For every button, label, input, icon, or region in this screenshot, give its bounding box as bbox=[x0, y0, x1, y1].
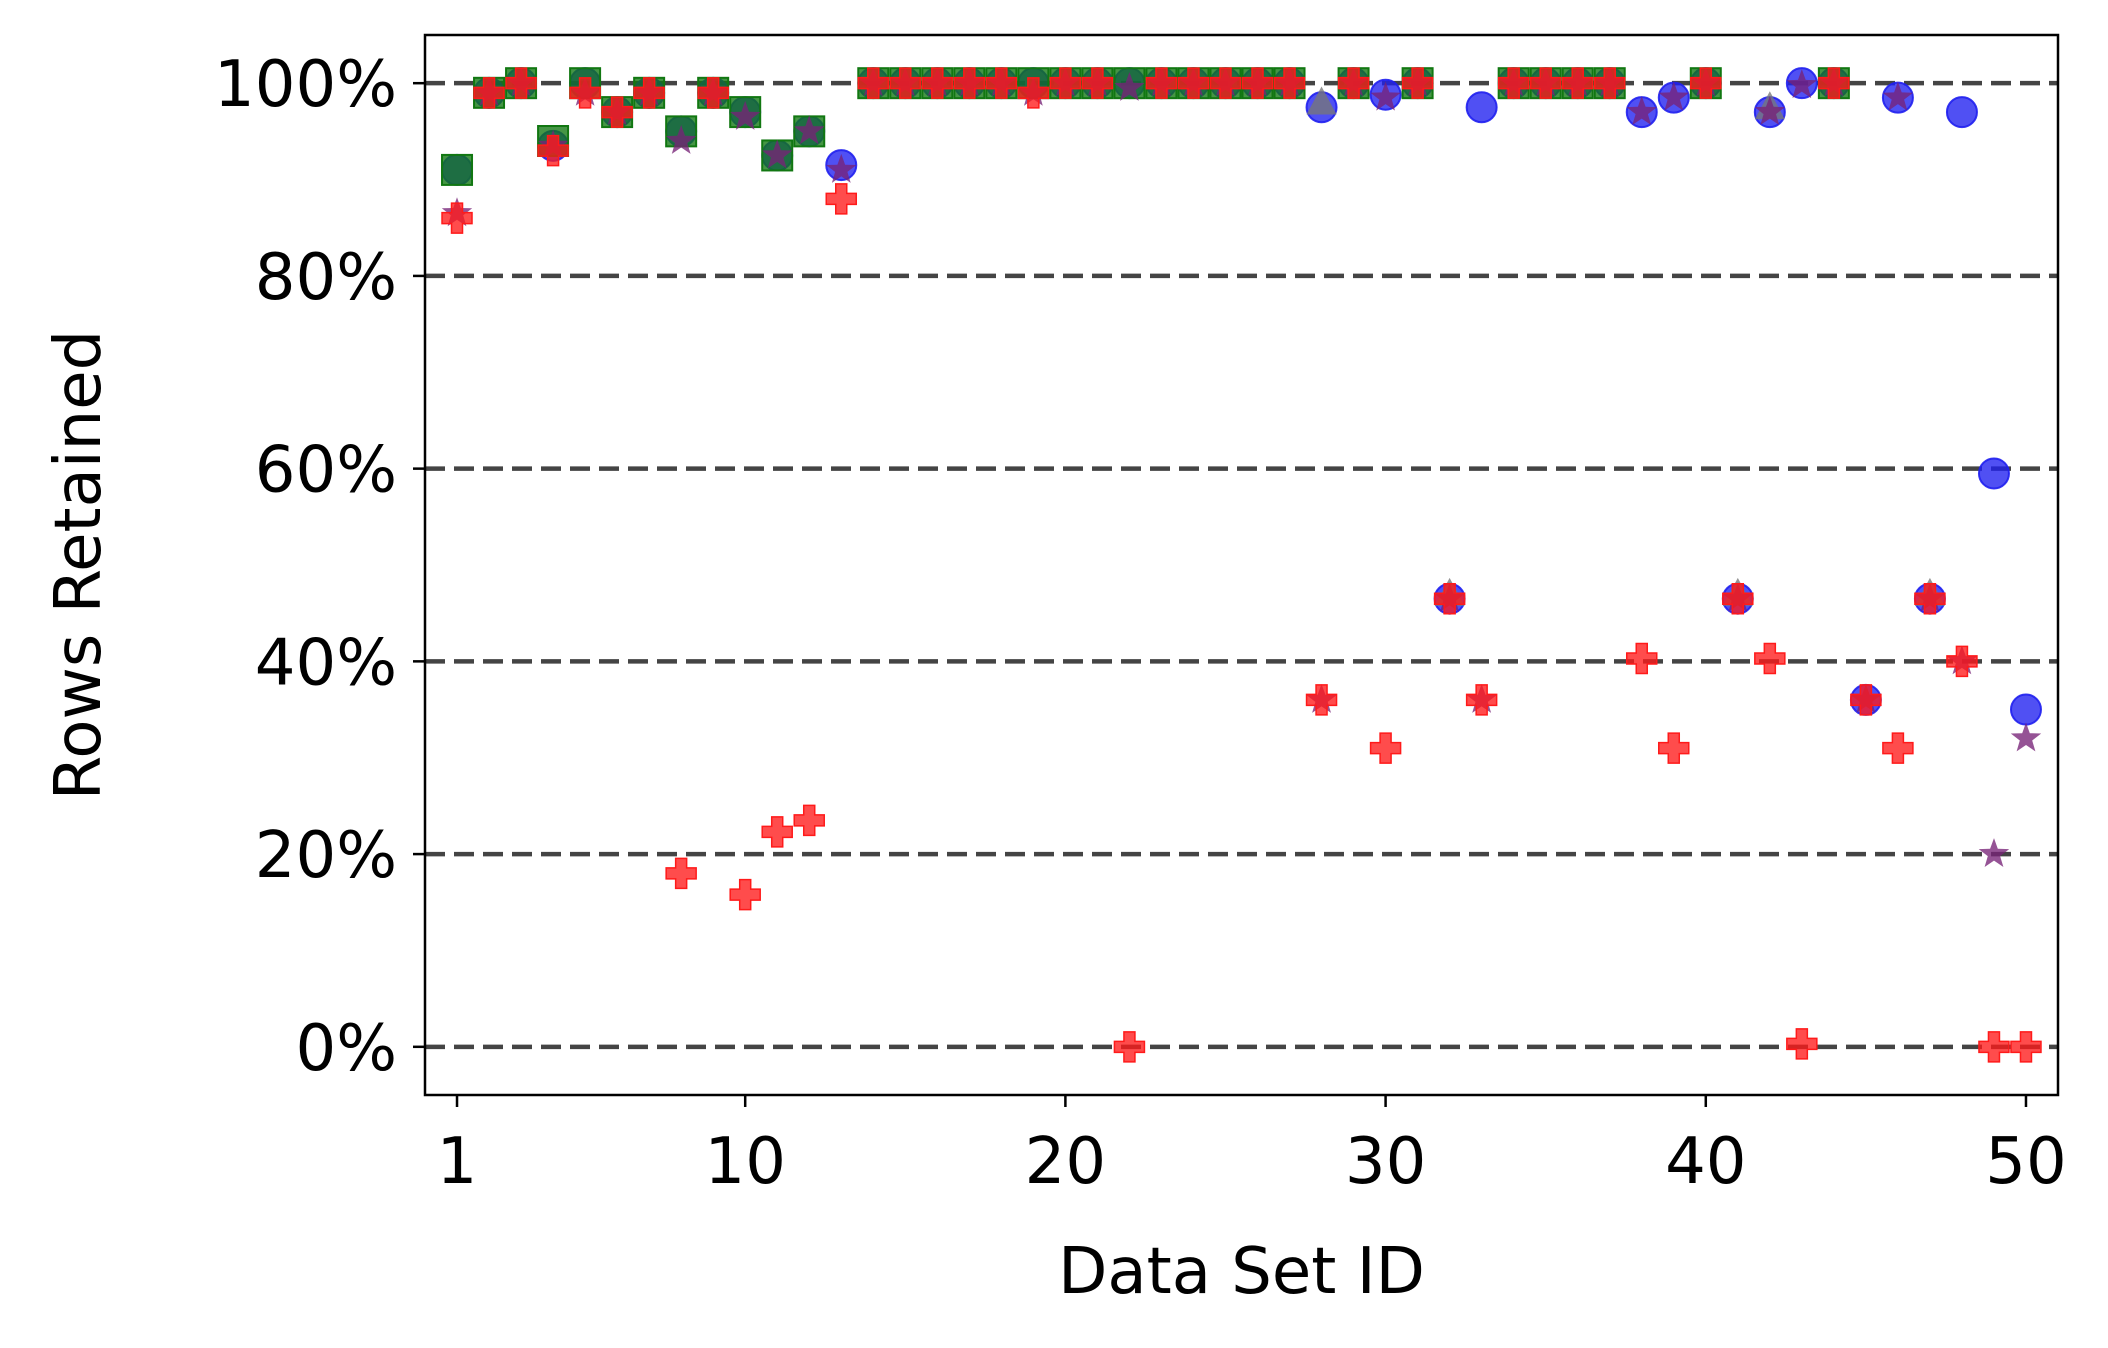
data-point bbox=[1786, 1028, 1818, 1060]
y-tick-label: 100% bbox=[214, 48, 397, 122]
axis-ticks: 0% 20% 40% 60% 80% 100% 1 10 20 30 40 50 bbox=[214, 48, 2067, 1199]
data-point bbox=[730, 100, 761, 130]
data-point bbox=[1561, 67, 1594, 99]
data-point bbox=[2009, 693, 2042, 726]
data-point bbox=[921, 67, 954, 99]
x-tick-label: 40 bbox=[1665, 1125, 1746, 1199]
data-point bbox=[1978, 1031, 2010, 1063]
data-point bbox=[1914, 582, 1946, 615]
data-point bbox=[441, 153, 474, 186]
data-point bbox=[1081, 67, 1114, 99]
data-point bbox=[761, 816, 793, 848]
data-point bbox=[729, 878, 761, 911]
data-point bbox=[1658, 81, 1689, 111]
data-point bbox=[473, 77, 505, 109]
data-point bbox=[441, 202, 473, 234]
data-point bbox=[1401, 67, 1434, 99]
data-point bbox=[1177, 67, 1210, 99]
data-point bbox=[793, 804, 825, 837]
data-point bbox=[1658, 732, 1690, 764]
data-point bbox=[697, 77, 729, 109]
data-point bbox=[826, 153, 857, 183]
data-point bbox=[1690, 67, 1722, 99]
data-point bbox=[1850, 684, 1882, 716]
data-point bbox=[601, 96, 633, 128]
data-point bbox=[1465, 684, 1498, 716]
data-point bbox=[1786, 69, 1818, 99]
data-point bbox=[1337, 67, 1370, 99]
data-point bbox=[1305, 684, 1338, 716]
data-point bbox=[2010, 1031, 2042, 1063]
data-point bbox=[1754, 642, 1786, 675]
data-point bbox=[794, 115, 825, 145]
data-point bbox=[985, 67, 1018, 99]
data-point bbox=[2010, 722, 2042, 752]
data-point bbox=[889, 67, 922, 99]
data-point bbox=[953, 67, 986, 99]
x-tick-label: 50 bbox=[1985, 1125, 2066, 1199]
data-point bbox=[1370, 81, 1401, 111]
data-point bbox=[1049, 67, 1082, 99]
data-point bbox=[1882, 732, 1914, 764]
data-point bbox=[665, 857, 697, 890]
data-point bbox=[1273, 67, 1306, 99]
data-point bbox=[1114, 72, 1145, 101]
data-point bbox=[1626, 96, 1657, 125]
x-tick-label: 30 bbox=[1345, 1125, 1426, 1199]
x-axis-title: Data Set ID bbox=[1058, 1235, 1425, 1309]
data-point bbox=[1497, 67, 1530, 99]
x-tick-label: 1 bbox=[437, 1125, 478, 1199]
data-point bbox=[633, 77, 665, 109]
data-markers bbox=[441, 67, 2042, 1063]
data-point bbox=[1978, 838, 2010, 867]
data-point bbox=[1593, 67, 1626, 99]
data-point bbox=[537, 134, 569, 167]
data-point bbox=[1626, 642, 1658, 675]
data-point bbox=[665, 125, 697, 154]
data-point bbox=[857, 67, 890, 99]
data-point bbox=[569, 77, 601, 109]
red-plus-series bbox=[441, 67, 2042, 1063]
y-tick-label: 80% bbox=[255, 241, 397, 315]
data-point bbox=[1977, 457, 2010, 490]
data-point bbox=[1433, 582, 1466, 615]
data-point bbox=[1945, 96, 1978, 129]
y-tick-label: 20% bbox=[255, 819, 397, 893]
data-point bbox=[1529, 67, 1562, 99]
data-point bbox=[1209, 67, 1242, 99]
data-point bbox=[1145, 67, 1178, 99]
y-tick-label: 0% bbox=[295, 1012, 397, 1086]
data-point bbox=[1017, 77, 1050, 109]
data-point bbox=[1946, 645, 1978, 678]
data-point bbox=[1818, 67, 1850, 99]
plot-frame bbox=[423, 33, 2060, 1097]
data-point bbox=[825, 183, 858, 215]
data-point bbox=[1113, 1031, 1146, 1063]
data-point bbox=[1465, 91, 1498, 124]
data-point bbox=[1882, 81, 1914, 111]
data-point bbox=[762, 139, 793, 169]
y-tick-label: 40% bbox=[255, 626, 397, 700]
data-point bbox=[1306, 86, 1337, 115]
x-tick-label: 10 bbox=[704, 1125, 785, 1199]
data-point bbox=[1754, 96, 1785, 125]
y-axis-title: Rows Retained bbox=[42, 330, 116, 800]
grid-lines bbox=[425, 80, 2058, 1050]
x-tick-label: 20 bbox=[1025, 1125, 1106, 1199]
data-point bbox=[1369, 732, 1402, 764]
data-point bbox=[1722, 582, 1754, 615]
y-tick-label: 60% bbox=[255, 434, 397, 508]
data-point bbox=[1241, 67, 1274, 99]
data-point bbox=[505, 67, 537, 99]
